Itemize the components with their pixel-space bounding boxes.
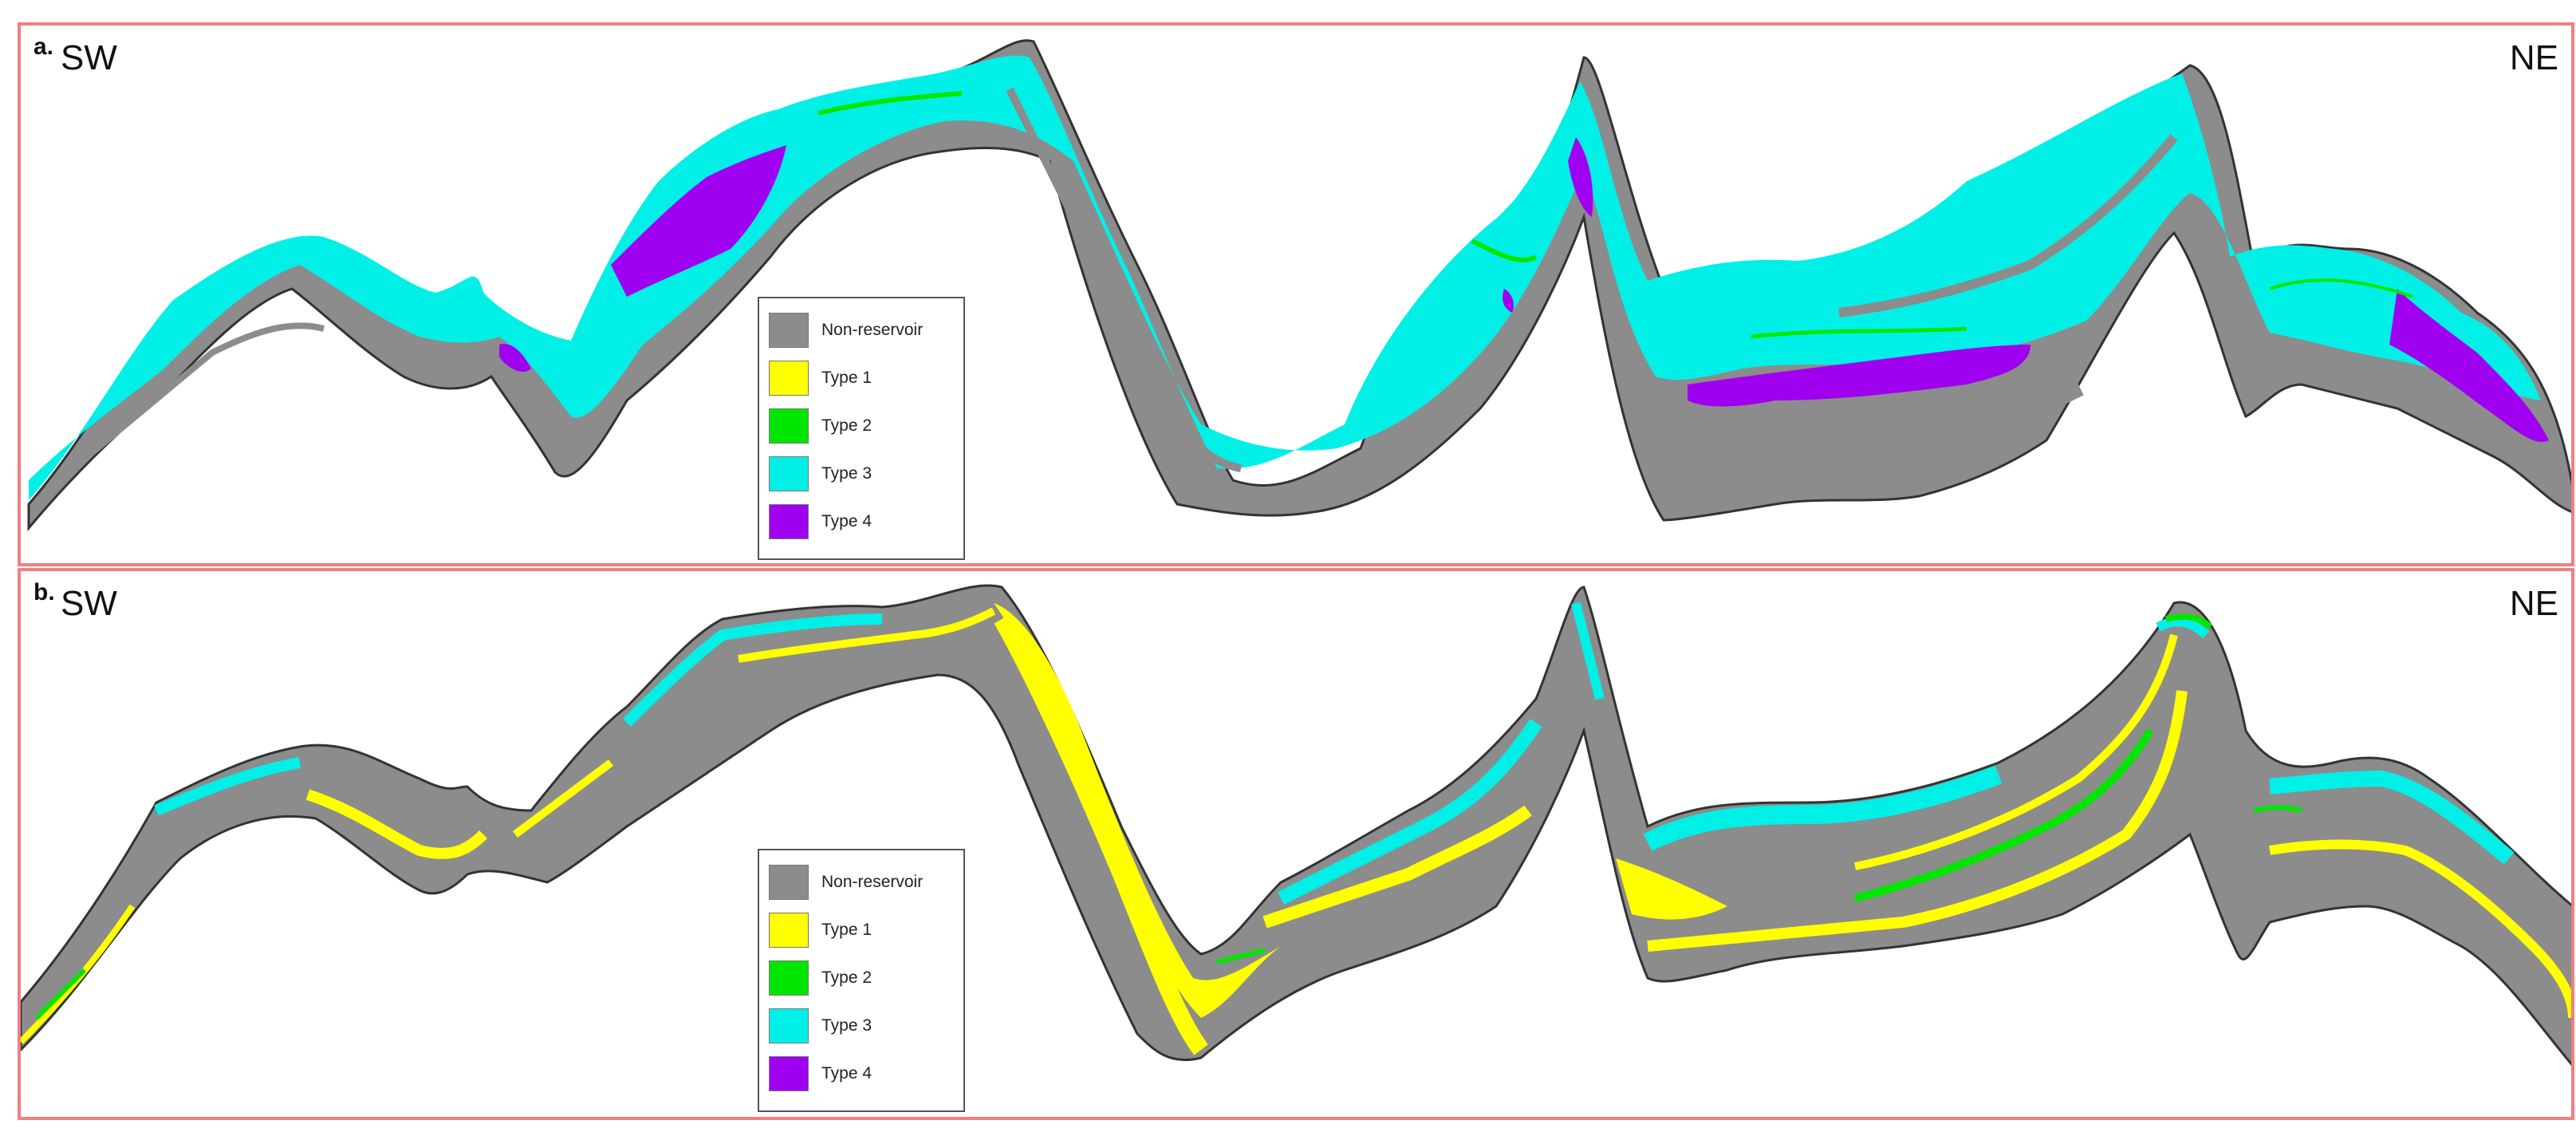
panel-a: a. SW NE Non-reservoir Type 1 Type 2 Typ… <box>18 22 2574 566</box>
legend-label: Type 2 <box>821 968 872 987</box>
legend-item: Type 1 <box>769 906 963 954</box>
legend-item: Type 3 <box>769 450 963 498</box>
cross-section-b <box>21 584 2571 1066</box>
type1-band-b1 <box>994 603 1281 1018</box>
legend-swatch-type3 <box>769 456 809 491</box>
legend-label: Type 3 <box>821 464 872 483</box>
type3-band-b5 <box>2269 770 2515 865</box>
legend-item: Type 2 <box>769 954 963 1002</box>
type1-band-b5 <box>1854 633 2178 870</box>
type1-band-b8 <box>738 607 996 663</box>
type1-band-b7 <box>513 759 613 838</box>
type2-streak-a4 <box>2269 278 2414 298</box>
gray-band-a3 <box>1678 373 2084 453</box>
section-body-b <box>21 584 2571 1066</box>
type4-patch-a2 <box>499 344 531 373</box>
legend-swatch-non-reservoir <box>769 865 809 900</box>
legend-swatch-type3 <box>769 1008 809 1043</box>
legend-item: Type 3 <box>769 1002 963 1050</box>
type3-band-b2 <box>623 613 883 727</box>
legend-swatch-type2 <box>769 960 809 996</box>
legend-item: Type 1 <box>769 354 963 402</box>
type1-band-b4 <box>1647 690 2188 952</box>
legend-swatch-type4 <box>769 1056 809 1091</box>
type2-streak-b2 <box>2165 613 2212 630</box>
type2-streak-a3 <box>1471 239 1538 262</box>
type2-streak-b1 <box>1853 728 2154 902</box>
type4-patch-a5 <box>2389 289 2549 442</box>
gray-band-a1 <box>1006 87 1242 472</box>
type4-patch-a1 <box>611 145 786 297</box>
legend-item: Type 2 <box>769 402 963 450</box>
type2-streak-b3 <box>2253 805 2302 813</box>
type3-band-b7 <box>2156 617 2210 639</box>
panel-label: b. <box>33 579 55 605</box>
legend: Non-reservoir Type 1 Type 2 Type 3 Type … <box>758 297 965 560</box>
legend-label: Type 1 <box>821 921 872 939</box>
legend-label: Type 4 <box>821 512 872 530</box>
panel-label: a. <box>33 34 54 60</box>
direction-right-label: NE <box>2509 584 2558 623</box>
type3-band-b1 <box>154 757 301 816</box>
gray-band-a4 <box>66 322 325 475</box>
legend-swatch-non-reservoir <box>769 313 809 348</box>
panel-b: b. SW NE Non-reservoir Type 1 Type 2 Typ… <box>18 568 2574 1120</box>
direction-left-label: SW <box>61 584 117 623</box>
legend-swatch-type4 <box>769 504 809 539</box>
type3-band-b4 <box>1277 719 1542 905</box>
legend-swatch-type1 <box>769 361 809 396</box>
legend-item: Non-reservoir <box>769 306 963 354</box>
legend-label: Type 3 <box>821 1016 872 1035</box>
cross-section-a <box>27 39 2571 532</box>
direction-right-label: NE <box>2509 38 2558 77</box>
type2-streak-b4 <box>34 968 87 1020</box>
legend-swatch-type2 <box>769 408 809 444</box>
legend-label: Non-reservoir <box>821 873 924 891</box>
legend-item: Type 4 <box>769 498 963 546</box>
legend-label: Type 2 <box>821 416 872 435</box>
legend-label: Type 4 <box>821 1064 872 1083</box>
type4-patch-a6 <box>1503 289 1514 313</box>
type2-streak-a1 <box>817 91 963 116</box>
legend-swatch-type1 <box>769 913 809 948</box>
type2-streak-a2 <box>1751 326 1967 339</box>
type1-band-b3 <box>1616 858 1727 920</box>
legend-item: Non-reservoir <box>769 858 963 906</box>
type1-band-b2 <box>994 614 1208 1055</box>
type1-band-b9 <box>1262 805 1532 929</box>
direction-left-label: SW <box>61 38 117 77</box>
legend-item: Type 4 <box>769 1050 963 1098</box>
type3-zone-a <box>29 55 2541 500</box>
type1-band-b10 <box>2269 839 2571 1019</box>
legend: Non-reservoir Type 1 Type 2 Type 3 Type … <box>758 849 965 1112</box>
type3-band-b3 <box>1643 765 2003 851</box>
legend-label: Type 1 <box>821 369 872 387</box>
type4-patch-a4 <box>1688 345 2030 407</box>
type1-band-b6 <box>305 789 487 859</box>
type2-streak-b5 <box>1216 948 1266 964</box>
gray-band-a2 <box>1838 134 2178 317</box>
legend-label: Non-reservoir <box>821 321 924 339</box>
type3-band-b6 <box>1571 601 1605 700</box>
type4-patch-a3 <box>1568 137 1593 217</box>
